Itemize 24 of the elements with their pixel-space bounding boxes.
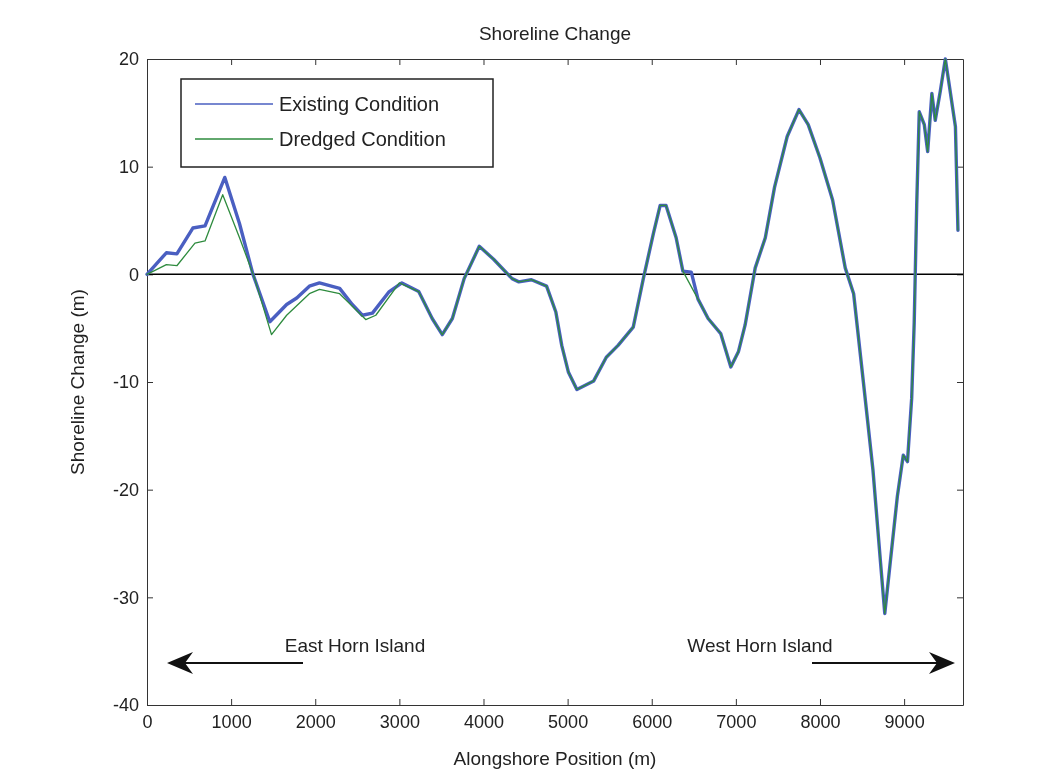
x-tick-label: 1000 [211,711,252,732]
y-tick-label: 20 [118,49,139,70]
x-tick-label: 2000 [295,711,336,732]
x-tick-label: 0 [142,711,153,732]
y-tick-label: 0 [128,264,139,285]
y-tick-label: -40 [112,695,139,716]
x-tick-label: 5000 [548,711,589,732]
legend-label: Existing Condition [279,93,440,115]
chart-title: Shoreline Change [478,23,632,44]
x-tick-label: 6000 [632,711,673,732]
x-tick-label: 9000 [884,711,925,732]
y-tick-label: -10 [112,372,139,393]
annotation: West Horn Island [687,635,833,656]
y-tick-label: -30 [112,587,139,608]
x-tick-label: 8000 [800,711,841,732]
x-tick-label: 3000 [379,711,420,732]
annotation: East Horn Island [284,635,426,656]
y-tick-label: -20 [112,479,139,500]
y-tick-label: 10 [118,156,139,177]
legend-label: Dredged Condition [279,128,446,150]
x-tick-label: 4000 [463,711,505,732]
y-axis-title: Shoreline Change (m) [67,289,88,475]
x-tick-label: 7000 [716,711,757,732]
x-axis-title: Alongshore Position (m) [453,748,657,769]
